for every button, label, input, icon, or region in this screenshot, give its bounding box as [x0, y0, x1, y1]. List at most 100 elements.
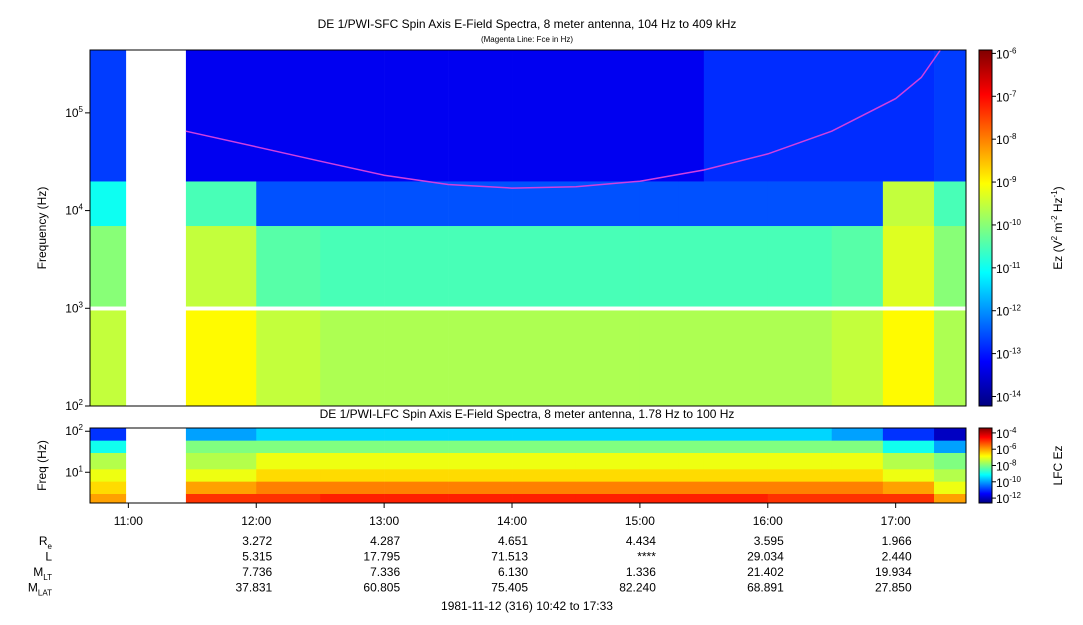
cell	[384, 452, 449, 470]
cell	[882, 452, 935, 470]
ephemeris-value: 60.805	[363, 581, 400, 595]
cell	[678, 225, 705, 307]
cell	[256, 181, 321, 227]
ephemeris-value: 4.651	[498, 534, 528, 548]
cell	[256, 452, 321, 470]
cell	[185, 493, 257, 504]
cell	[320, 50, 385, 182]
colorbar-tick-label: 10-9​	[996, 175, 1017, 190]
cell	[512, 493, 577, 504]
cell	[448, 469, 513, 482]
cell	[678, 469, 705, 482]
plot-frame	[89, 427, 967, 504]
cell	[934, 181, 967, 227]
cell	[90, 50, 127, 182]
ephemeris-value: 7.736	[242, 565, 272, 579]
cell	[934, 225, 967, 307]
cell	[575, 225, 641, 307]
ephemeris-label: L	[45, 550, 52, 564]
chart-subtitle: (Magenta Line: Fce in Hz)	[481, 35, 573, 44]
cell	[575, 440, 641, 453]
cell	[185, 428, 257, 441]
y-tick-label: 103​	[65, 300, 83, 315]
cell	[882, 440, 935, 453]
cell	[90, 469, 127, 482]
cell	[185, 469, 257, 482]
cell	[767, 440, 833, 453]
colorbar-tick-label: 10-4​	[996, 426, 1017, 441]
cell	[639, 428, 679, 441]
ephemeris-value: ****	[637, 550, 656, 564]
cell	[882, 481, 935, 495]
colorbar-tick-label: 10-6​	[996, 46, 1017, 61]
cell	[90, 428, 127, 441]
footer: 1981-11-12 (316) 10:42 to 17:33	[441, 599, 613, 613]
cell	[767, 50, 833, 182]
cell	[320, 452, 385, 470]
cell	[703, 50, 769, 182]
colorbar-tick-label: 10-6​	[996, 442, 1017, 457]
cell	[678, 428, 705, 441]
cell	[831, 50, 884, 182]
cell	[934, 493, 967, 504]
cell	[831, 428, 884, 441]
cell	[256, 310, 321, 407]
cell	[448, 50, 513, 182]
cell	[575, 50, 641, 182]
plot-frame	[89, 49, 967, 407]
cell	[678, 452, 705, 470]
cell	[320, 225, 385, 307]
ephemeris-value: 5.315	[242, 550, 272, 564]
cell	[448, 481, 513, 495]
cell	[90, 452, 127, 470]
colorbar-tick-label: 10-11​	[996, 261, 1021, 276]
ephemeris-value: 4.434	[626, 534, 656, 548]
cell	[90, 440, 127, 453]
cell	[512, 50, 577, 182]
cell	[256, 481, 321, 495]
cell	[767, 310, 833, 407]
cell	[703, 469, 769, 482]
colorbar-tick-label: 10-12​	[996, 304, 1021, 319]
cell	[90, 493, 127, 504]
cell	[185, 452, 257, 470]
cell	[767, 469, 833, 482]
cell	[320, 493, 385, 504]
x-tick-label: 17:00	[881, 514, 911, 528]
cell	[703, 493, 769, 504]
ephemeris-value: 6.130	[498, 565, 528, 579]
cell	[703, 310, 769, 407]
cell	[90, 225, 127, 307]
cell	[639, 452, 679, 470]
colorbar-tick-label: 10-7​	[996, 89, 1017, 104]
cell	[934, 440, 967, 453]
cell	[320, 440, 385, 453]
y-tick-label: 102​	[65, 423, 83, 438]
cell	[934, 452, 967, 470]
chart-title: DE 1/PWI-LFC Spin Axis E-Field Spectra, …	[320, 407, 735, 421]
cell	[575, 469, 641, 482]
cell	[256, 469, 321, 482]
colorbar-label: Ez (V2​ m-2​ Hz-1​)	[1050, 186, 1065, 269]
ephemeris-value: 68.891	[747, 581, 784, 595]
cell	[384, 428, 449, 441]
cell	[575, 481, 641, 495]
cell	[384, 493, 449, 504]
ephemeris-value: 21.402	[747, 565, 784, 579]
cell	[575, 310, 641, 407]
cell	[512, 225, 577, 307]
ephemeris-value: 29.034	[747, 550, 784, 564]
ephemeris-value: 71.513	[491, 550, 528, 564]
cell	[678, 310, 705, 407]
y-axis-label: Frequency (Hz)	[35, 187, 49, 270]
x-tick-label: 16:00	[753, 514, 783, 528]
cell	[678, 481, 705, 495]
ephemeris-value: 3.595	[754, 534, 784, 548]
cell	[185, 440, 257, 453]
y-tick-label: 102​	[65, 398, 83, 413]
cell	[512, 452, 577, 470]
cell	[384, 310, 449, 407]
cell	[703, 440, 769, 453]
cell	[767, 225, 833, 307]
cell	[767, 481, 833, 495]
